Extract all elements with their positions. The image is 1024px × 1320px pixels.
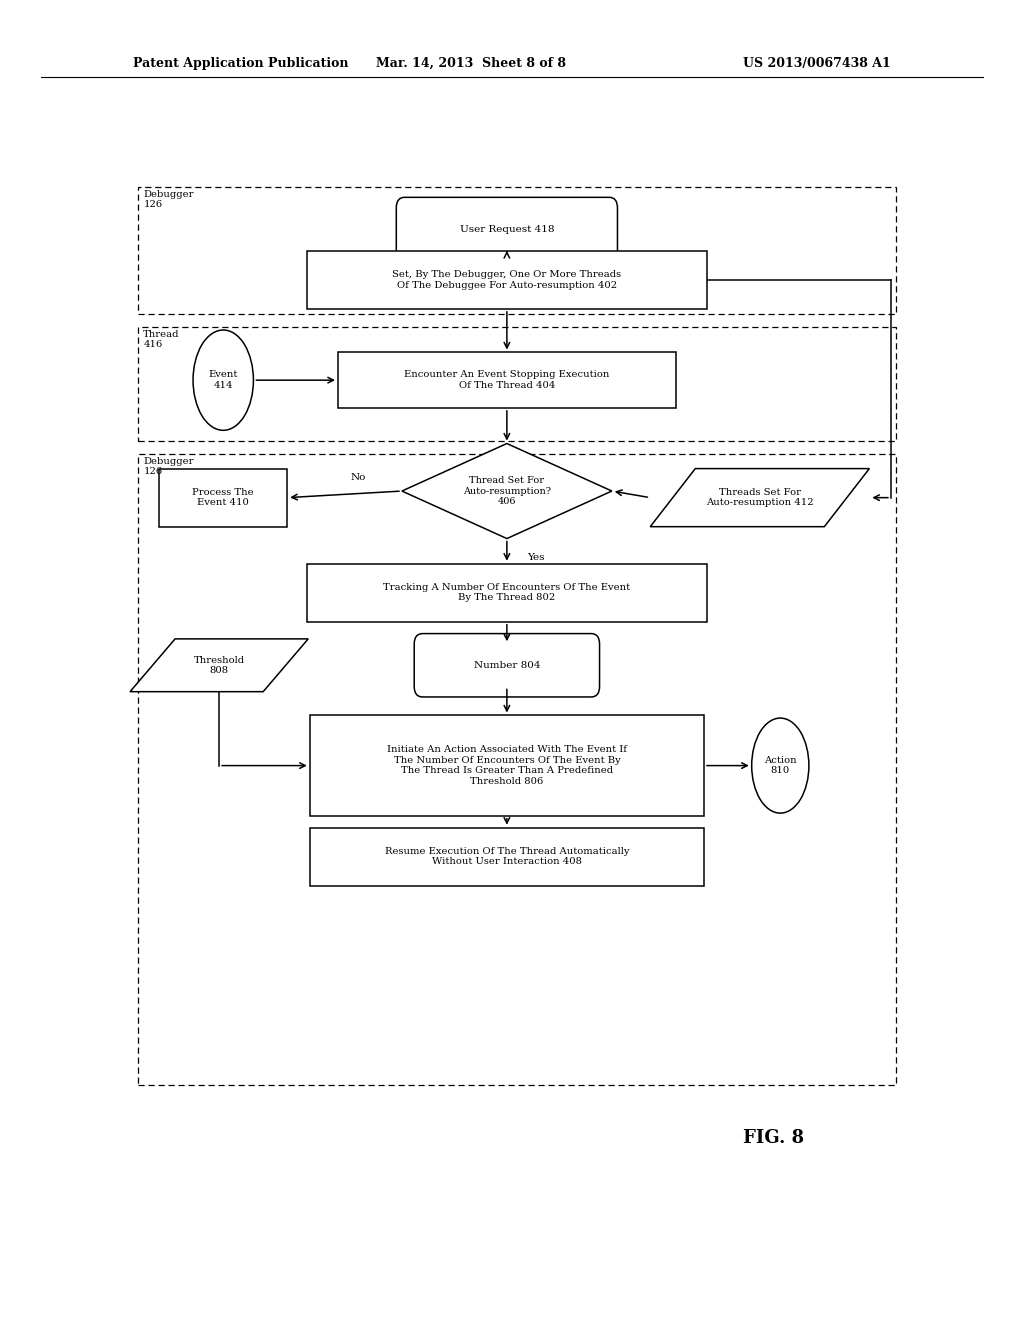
FancyBboxPatch shape (309, 715, 705, 816)
Text: Resume Execution Of The Thread Automatically
Without User Interaction 408: Resume Execution Of The Thread Automatic… (385, 847, 629, 866)
Text: Initiate An Action Associated With The Event If
The Number Of Encounters Of The : Initiate An Action Associated With The E… (387, 746, 627, 785)
Ellipse shape (752, 718, 809, 813)
Text: Tracking A Number Of Encounters Of The Event
By The Thread 802: Tracking A Number Of Encounters Of The E… (383, 583, 631, 602)
Text: Yes: Yes (526, 553, 545, 561)
Text: User Request 418: User Request 418 (460, 226, 554, 234)
Text: Set, By The Debugger, One Or More Threads
Of The Debuggee For Auto-resumption 40: Set, By The Debugger, One Or More Thread… (392, 271, 622, 289)
Text: Threads Set For
Auto-resumption 412: Threads Set For Auto-resumption 412 (706, 488, 814, 507)
Text: No: No (350, 474, 367, 482)
FancyBboxPatch shape (396, 197, 617, 261)
Text: Mar. 14, 2013  Sheet 8 of 8: Mar. 14, 2013 Sheet 8 of 8 (376, 57, 566, 70)
Polygon shape (401, 444, 612, 539)
Text: Thread Set For
Auto-resumption?
406: Thread Set For Auto-resumption? 406 (463, 477, 551, 506)
Text: Number 804: Number 804 (474, 661, 540, 669)
Text: Threshold
808: Threshold 808 (194, 656, 245, 675)
Text: US 2013/0067438 A1: US 2013/0067438 A1 (743, 57, 891, 70)
FancyBboxPatch shape (307, 251, 707, 309)
Text: Debugger
126: Debugger 126 (143, 190, 194, 210)
Text: Debugger
126: Debugger 126 (143, 457, 194, 477)
Ellipse shape (194, 330, 253, 430)
Text: Event
414: Event 414 (209, 371, 238, 389)
Text: FIG. 8: FIG. 8 (742, 1129, 804, 1147)
FancyBboxPatch shape (338, 352, 676, 408)
Text: Action
810: Action 810 (764, 756, 797, 775)
Bar (138, 327, 896, 441)
FancyBboxPatch shape (307, 564, 707, 622)
FancyBboxPatch shape (414, 634, 599, 697)
Bar (138, 454, 896, 1085)
Bar (138, 187, 896, 314)
Text: Thread
416: Thread 416 (143, 330, 180, 350)
Text: Encounter An Event Stopping Execution
Of The Thread 404: Encounter An Event Stopping Execution Of… (404, 371, 609, 389)
Polygon shape (130, 639, 308, 692)
Text: Process The
Event 410: Process The Event 410 (193, 488, 254, 507)
FancyBboxPatch shape (160, 469, 287, 527)
FancyBboxPatch shape (309, 828, 705, 886)
Polygon shape (650, 469, 869, 527)
Text: Patent Application Publication: Patent Application Publication (133, 57, 348, 70)
